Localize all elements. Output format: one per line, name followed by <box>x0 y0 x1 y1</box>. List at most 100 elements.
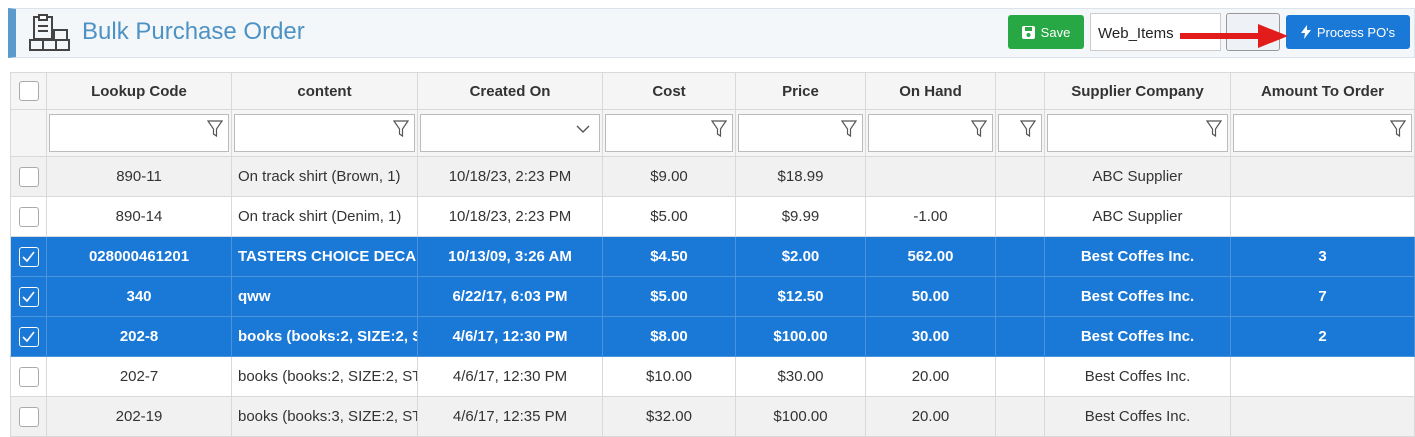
checkbox[interactable] <box>18 286 39 307</box>
checkbox[interactable] <box>18 326 39 347</box>
filter-input[interactable] <box>998 114 1042 152</box>
filter-input[interactable] <box>738 114 863 152</box>
table-cell: On track shirt (Brown, 1) <box>232 157 418 197</box>
save-label: Save <box>1040 24 1071 40</box>
filter-input[interactable] <box>868 114 993 152</box>
filter-icon[interactable] <box>711 120 727 138</box>
filter-cell <box>603 110 736 157</box>
table-cell: 890-14 <box>47 197 232 237</box>
table-cell: 340 <box>47 277 232 317</box>
table-cell <box>996 197 1045 237</box>
column-header: Price <box>736 72 866 110</box>
checkbox[interactable] <box>18 246 39 267</box>
column-header: Created On <box>418 72 603 110</box>
header-checkbox-cell <box>10 72 47 110</box>
table-cell <box>996 157 1045 197</box>
checkbox[interactable] <box>18 406 39 427</box>
table-cell: Best Coffes Inc. <box>1045 317 1231 357</box>
table-cell: 6/22/17, 6:03 PM <box>418 277 603 317</box>
row-checkbox-cell[interactable] <box>10 237 47 277</box>
table-cell: $8.00 <box>603 317 736 357</box>
filter-cell <box>1231 110 1415 157</box>
save-button[interactable]: Save <box>1008 15 1084 49</box>
checkbox[interactable] <box>18 81 39 101</box>
row-checkbox-cell[interactable] <box>10 197 47 237</box>
red-arrow <box>1180 24 1288 48</box>
checkbox[interactable] <box>18 366 39 387</box>
table-cell: 3 <box>1231 237 1415 277</box>
table-cell <box>866 157 996 197</box>
table-cell: $100.00 <box>736 397 866 437</box>
dropdown-icon[interactable] <box>576 124 590 134</box>
filter-icon[interactable] <box>1206 120 1222 138</box>
filter-input[interactable] <box>1233 114 1412 152</box>
table-cell: -1.00 <box>866 197 996 237</box>
header-icon <box>29 14 70 51</box>
row-checkbox-cell[interactable] <box>10 397 47 437</box>
table-cell <box>1231 197 1415 237</box>
save-icon <box>1021 25 1035 39</box>
row-checkbox-cell[interactable] <box>10 317 47 357</box>
table-cell: $5.00 <box>603 277 736 317</box>
checkbox[interactable] <box>18 206 39 227</box>
table-cell: Best Coffes Inc. <box>1045 357 1231 397</box>
table-cell: 10/13/09, 3:26 AM <box>418 237 603 277</box>
table-cell: books (books:2, SIZE:2, ST <box>232 357 418 397</box>
check <box>21 291 35 302</box>
table-cell: $2.00 <box>736 237 866 277</box>
filter-input[interactable] <box>605 114 733 152</box>
filter-icon[interactable] <box>207 120 223 138</box>
filter-icon[interactable] <box>1020 120 1036 138</box>
table-cell: 890-11 <box>47 157 232 197</box>
filter-cell <box>10 110 47 157</box>
table-cell: $4.50 <box>603 237 736 277</box>
column-header: Cost <box>603 72 736 110</box>
table-cell: 028000461201 <box>47 237 232 277</box>
row-checkbox-cell[interactable] <box>10 277 47 317</box>
column-header: Supplier Company <box>1045 72 1231 110</box>
table-cell: 4/6/17, 12:30 PM <box>418 357 603 397</box>
table-cell <box>1231 357 1415 397</box>
filter-input[interactable] <box>49 114 229 152</box>
table-cell: 50.00 <box>866 277 996 317</box>
process-button[interactable]: Process PO's <box>1286 15 1410 49</box>
table-cell <box>1231 157 1415 197</box>
filter-cell <box>418 110 603 157</box>
filter-cell <box>996 110 1045 157</box>
view-input[interactable]: Web_Items <box>1090 13 1221 51</box>
filter-input[interactable] <box>1047 114 1228 152</box>
table-cell: $18.99 <box>736 157 866 197</box>
checkbox[interactable] <box>18 166 39 187</box>
table-cell: 202-19 <box>47 397 232 437</box>
table-cell: $100.00 <box>736 317 866 357</box>
filter-icon[interactable] <box>971 120 987 138</box>
table-cell <box>996 237 1045 277</box>
table-cell: TASTERS CHOICE DECAFE <box>232 237 418 277</box>
row-checkbox-cell[interactable] <box>10 357 47 397</box>
table-cell: qww <box>232 277 418 317</box>
column-header: content <box>232 72 418 110</box>
table-cell: 2 <box>1231 317 1415 357</box>
table-cell: $12.50 <box>736 277 866 317</box>
filter-input[interactable] <box>234 114 415 152</box>
row-checkbox-cell[interactable] <box>10 157 47 197</box>
filter-icon[interactable] <box>1390 120 1406 138</box>
check <box>21 331 35 342</box>
filter-icon[interactable] <box>393 120 409 138</box>
table-cell: 202-8 <box>47 317 232 357</box>
table-cell: On track shirt (Denim, 1) <box>232 197 418 237</box>
table-cell: $10.00 <box>603 357 736 397</box>
table-cell: 202-7 <box>47 357 232 397</box>
table-cell: $32.00 <box>603 397 736 437</box>
table-cell: 20.00 <box>866 397 996 437</box>
filter-cell <box>232 110 418 157</box>
table-cell: 10/18/23, 2:23 PM <box>418 157 603 197</box>
table-cell: 20.00 <box>866 357 996 397</box>
filter-cell <box>1045 110 1231 157</box>
table-cell: books (books:3, SIZE:2, ST <box>232 397 418 437</box>
filter-icon[interactable] <box>841 120 857 138</box>
filter-input[interactable] <box>420 114 600 152</box>
filter-cell <box>736 110 866 157</box>
